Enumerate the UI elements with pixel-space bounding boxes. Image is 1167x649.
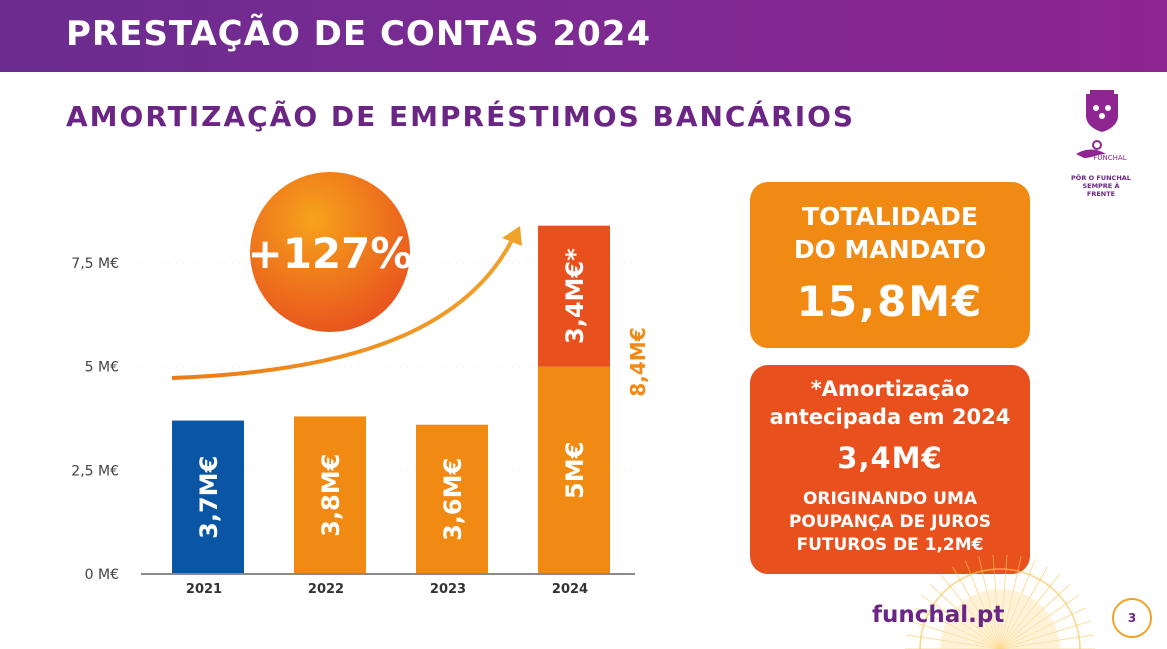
bar-2021-segment-1 <box>172 420 244 574</box>
early-amortization-value: 3,4M€ <box>837 441 943 475</box>
growth-badge-label: +127% <box>248 229 413 278</box>
funchal-logo: FUNCHAL <box>1076 90 1127 162</box>
bar-2024-segment-1 <box>538 366 610 574</box>
early-label-line1: *Amortização <box>810 377 970 401</box>
bar-2022-segment-1 <box>294 416 366 574</box>
foot-line1: ORIGINANDO UMA <box>802 489 978 509</box>
funchal-symbol-icon <box>1076 140 1106 158</box>
total-mandate-value: 15,8M€ <box>796 277 984 326</box>
bar-value-label: 3,6M€ <box>439 458 467 541</box>
growth-arrow <box>171 239 514 380</box>
y-tick-label: 5 M€ <box>85 360 119 376</box>
total-2024-label: 8,4M€ <box>626 327 650 396</box>
website-link[interactable]: funchal.pt <box>872 602 1005 628</box>
x-tick-label: 2023 <box>430 582 466 597</box>
bar-value-label: 3,8M€ <box>317 454 345 537</box>
header-bar: PRESTAÇÃO DE CONTAS 2024 <box>0 0 1167 72</box>
x-tick-label: 2024 <box>552 582 588 597</box>
logo-name: FUNCHAL <box>1093 154 1126 162</box>
logo-tagline: PÔR O FUNCHAL SEMPRE À FRENTE <box>1069 174 1133 198</box>
page-title: PRESTAÇÃO DE CONTAS 2024 <box>66 14 652 54</box>
early-amortization-label: *Amortização antecipada em 2024 <box>750 375 1030 431</box>
bar-2024-segment-2 <box>538 225 610 367</box>
tagline-line1: PÔR O FUNCHAL <box>1071 174 1131 182</box>
x-tick-label: 2022 <box>308 582 344 597</box>
total-label-line1: TOTALIDADE <box>802 202 978 231</box>
page-number: 3 <box>1112 598 1152 638</box>
total-mandate-card: TOTALIDADE DO MANDATO 15,8M€ <box>750 182 1030 348</box>
bar-chart: 0 M€ 2,5 M€ 5 M€ 7,5 M€ 3,7M€ 3,8M€ 3,6M€ 5M€ 3… <box>71 172 650 597</box>
section-subtitle: AMORTIZAÇÃO DE EMPRÉSTIMOS BANCÁRIOS <box>66 100 856 133</box>
early-amortization-card: *Amortização antecipada em 2024 3,4M€ OR… <box>750 365 1030 574</box>
growth-arrow-head <box>502 226 522 246</box>
interest-savings-text: ORIGINANDO UMA POUPANÇA DE JUROS FUTUROS… <box>750 488 1030 557</box>
tagline-line2: SEMPRE À FRENTE <box>1082 182 1120 198</box>
foot-line2: POUPANÇA DE JUROS <box>788 512 992 532</box>
bar-value-label: 5M€ <box>561 442 589 499</box>
y-tick-label: 2,5 M€ <box>71 463 119 479</box>
x-tick-label: 2021 <box>186 582 222 597</box>
bar-2023-segment-1 <box>416 424 488 574</box>
foot-line3: FUTUROS DE 1,2M€ <box>796 535 984 555</box>
bar-value-label: 3,4M€* <box>561 248 589 344</box>
early-label-line2: antecipada em 2024 <box>769 405 1011 429</box>
total-mandate-label: TOTALIDADE DO MANDATO <box>750 200 1030 266</box>
growth-badge <box>250 172 410 332</box>
total-label-line2: DO MANDATO <box>793 235 987 264</box>
sunburst-decoration <box>905 555 1095 649</box>
bar-value-label: 3,7M€ <box>195 456 223 539</box>
y-tick-label: 7,5 M€ <box>71 256 119 272</box>
coat-of-arms-icon <box>1086 90 1118 132</box>
y-tick-label: 0 M€ <box>85 567 119 583</box>
